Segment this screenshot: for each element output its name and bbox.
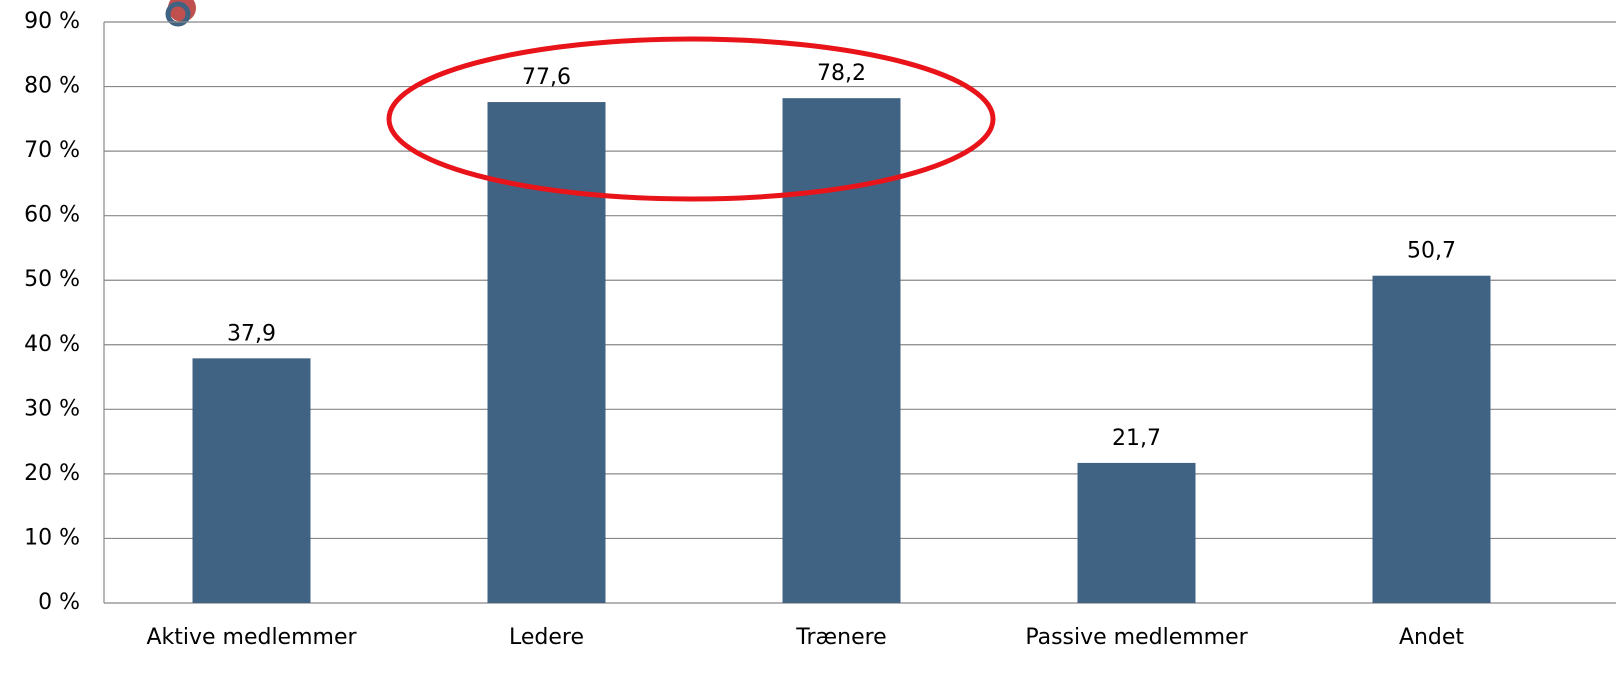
y-tick-label: 10 % (24, 525, 80, 550)
y-tick-label: 90 % (24, 9, 80, 34)
y-tick-label: 0 % (38, 590, 80, 615)
bar (1372, 275, 1491, 603)
value-label: 21,7 (1112, 426, 1161, 451)
y-tick-label: 60 % (24, 203, 80, 228)
y-tick-label: 20 % (24, 461, 80, 486)
value-label: 50,7 (1407, 239, 1456, 264)
bar (1077, 462, 1196, 603)
y-tick-label: 70 % (24, 138, 80, 163)
bar (487, 102, 606, 603)
x-tick-label: Passive medlemmer (1025, 625, 1248, 650)
value-label: 37,9 (227, 321, 276, 346)
x-tick-label: Andet (1399, 625, 1464, 650)
logo-icon (165, 0, 196, 27)
bar (192, 358, 311, 603)
x-tick-label: Trænere (795, 625, 886, 650)
y-tick-label: 40 % (24, 332, 80, 357)
y-tick-label: 30 % (24, 396, 80, 421)
value-label: 77,6 (522, 65, 571, 90)
bar (782, 98, 901, 604)
highlight-ellipse (386, 36, 996, 202)
value-label: 78,2 (817, 61, 866, 86)
y-tick-label: 50 % (24, 267, 80, 292)
x-tick-label: Aktive medlemmer (146, 625, 357, 650)
x-tick-label: Ledere (509, 625, 584, 650)
y-tick-label: 80 % (24, 74, 80, 99)
